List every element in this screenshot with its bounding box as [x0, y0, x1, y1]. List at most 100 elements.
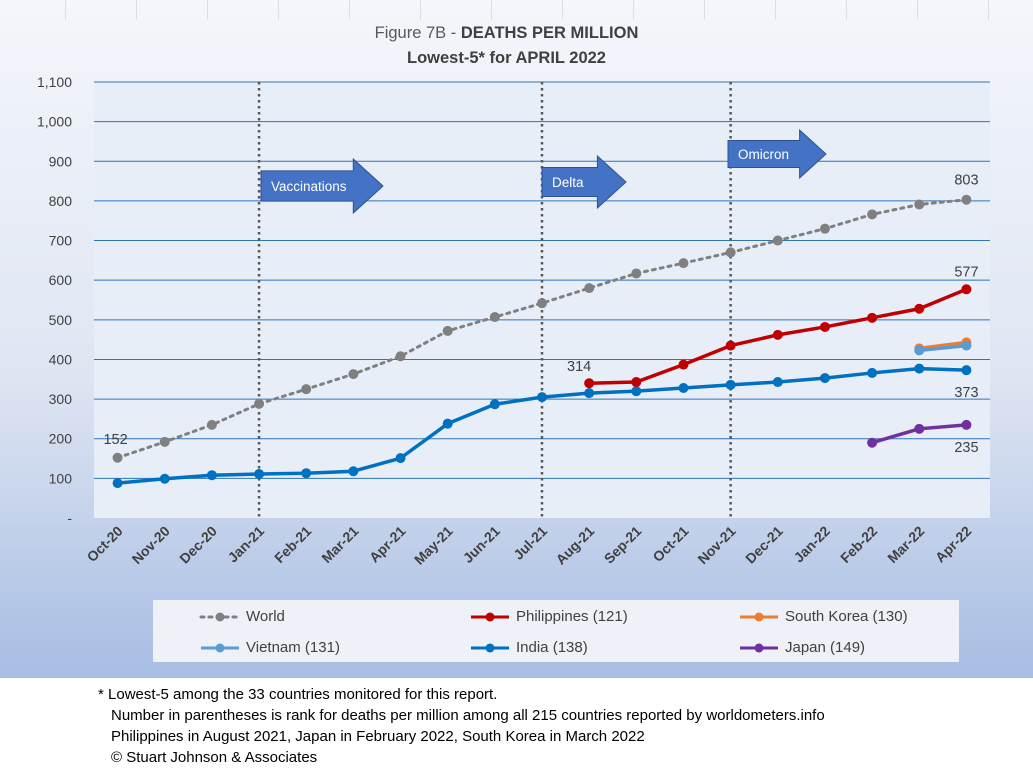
chart-subtitle: Lowest-5* for APRIL 2022 [407, 49, 606, 67]
legend-swatch [471, 643, 509, 653]
point-india-138 [584, 388, 595, 399]
legend-swatch [471, 612, 509, 622]
marker-label-delta: Delta [552, 175, 584, 190]
point-world [395, 351, 406, 362]
footnote-2: Number in parentheses is rank for deaths… [111, 707, 825, 724]
point-world [112, 452, 123, 463]
point-india-138 [159, 473, 170, 484]
point-world [537, 298, 547, 309]
legend: World Philippines (121) South Korea (130) V… [153, 600, 959, 662]
y-tick-label: 400 [49, 351, 73, 367]
point-india-138 [442, 418, 453, 429]
chart-area: Figure 7B - DEATHS PER MILLION Lowest-5*… [0, 0, 1033, 678]
y-tick-label: 600 [49, 272, 73, 288]
y-tick-label: 200 [49, 431, 73, 447]
point-world [584, 283, 595, 294]
legend-label: Japan (149) [785, 639, 866, 656]
y-tick-label: 100 [49, 470, 73, 486]
x-tick-label: Feb-22 [837, 523, 880, 566]
copyright: © Stuart Johnson & Associates [111, 749, 318, 766]
point-world [254, 398, 265, 409]
point-india-138 [254, 469, 265, 480]
point-vietnam-131 [961, 340, 972, 351]
y-tick-label: - [67, 510, 72, 526]
series-line-south-korea-130 [917, 340, 969, 351]
x-tick-label: Aug-21 [552, 523, 597, 568]
arrow-delta [541, 154, 627, 210]
chart-title: Figure 7B - DEATHS PER MILLION [0, 24, 1013, 43]
x-tick-label: Apr-22 [932, 523, 975, 566]
footnote-1: * Lowest-5 among the 33 countries monito… [98, 686, 498, 703]
marker-label-vaccinations: Vaccinations [271, 179, 347, 194]
point-world [772, 235, 783, 246]
data-label: 235 [954, 440, 978, 456]
y-tick-label: 900 [49, 153, 73, 169]
y-tick-label: 800 [49, 193, 73, 209]
point-india-138 [867, 367, 878, 378]
point-world [489, 312, 500, 323]
data-label: 577 [954, 264, 978, 280]
point-india-138 [725, 379, 736, 390]
point-philippines-121 [867, 312, 878, 323]
line-chart: - 100 200 300 400 500 600 700 800 900 1,000 1,100 Oc… [37, 74, 990, 568]
legend-swatch [740, 643, 778, 653]
point-philippines-121 [584, 378, 595, 389]
point-japan-149 [914, 423, 925, 434]
point-india-138 [489, 399, 500, 410]
x-tick-label: Apr-21 [366, 523, 409, 566]
x-tick-label: Oct-20 [84, 523, 126, 565]
x-tick-label: Mar-21 [318, 523, 361, 566]
x-tick-label: Mar-22 [884, 523, 927, 566]
point-india-138 [914, 363, 925, 374]
data-label: 803 [954, 173, 978, 189]
x-tick-label: Jan-21 [224, 523, 267, 566]
x-tick-label: Sep-21 [601, 523, 645, 567]
background-grid [0, 0, 1033, 20]
x-tick-label: Nov-20 [129, 523, 173, 567]
legend-label: Vietnam (131) [246, 639, 340, 656]
point-japan-149 [867, 437, 878, 448]
point-india-138 [678, 382, 689, 393]
marker-label-omicron: Omicron [738, 147, 789, 162]
x-tick-label: Jul-21 [510, 523, 550, 563]
data-label: 152 [103, 432, 127, 448]
arrow-omicron [727, 128, 827, 180]
y-tick-label: 300 [49, 391, 73, 407]
point-vietnam-131 [914, 345, 925, 356]
legend-swatch [740, 612, 778, 622]
legend-label: Philippines (121) [516, 608, 628, 625]
legend-label: South Korea (130) [785, 608, 908, 625]
x-tick-label: May-21 [411, 523, 456, 568]
point-india-138 [961, 365, 972, 376]
point-india-138 [112, 478, 123, 489]
point-world [914, 199, 925, 210]
x-tick-label: Dec-20 [176, 523, 220, 567]
point-world [206, 419, 217, 430]
point-india-138 [819, 373, 830, 384]
title-prefix: Figure 7B - [374, 24, 461, 42]
point-philippines-121 [961, 284, 972, 295]
footnote-3: Philippines in August 2021, Japan in Feb… [111, 728, 645, 745]
x-tick-label: Jun-21 [460, 523, 503, 566]
y-tick-label: 1,100 [37, 74, 72, 90]
point-japan-149 [961, 419, 972, 430]
footnotes: * Lowest-5 among the 33 countries monito… [98, 684, 825, 768]
point-world [961, 194, 972, 205]
data-label: 373 [954, 385, 978, 401]
series-line-vietnam-131 [917, 343, 969, 353]
y-tick-label: 500 [49, 312, 73, 328]
point-india-138 [537, 392, 547, 403]
point-world [159, 436, 170, 447]
point-world [725, 247, 736, 258]
x-tick-label: Jan-22 [790, 523, 833, 566]
legend-label: World [246, 608, 285, 625]
point-philippines-121 [819, 321, 830, 332]
point-philippines-121 [631, 377, 642, 388]
x-tick-label: Oct-21 [649, 523, 691, 565]
y-tick-label: 700 [49, 233, 73, 249]
point-india-138 [206, 470, 217, 481]
x-tick-label: Nov-21 [694, 523, 738, 567]
legend-swatch [199, 612, 241, 622]
point-philippines-121 [725, 340, 736, 351]
point-world [348, 369, 359, 380]
